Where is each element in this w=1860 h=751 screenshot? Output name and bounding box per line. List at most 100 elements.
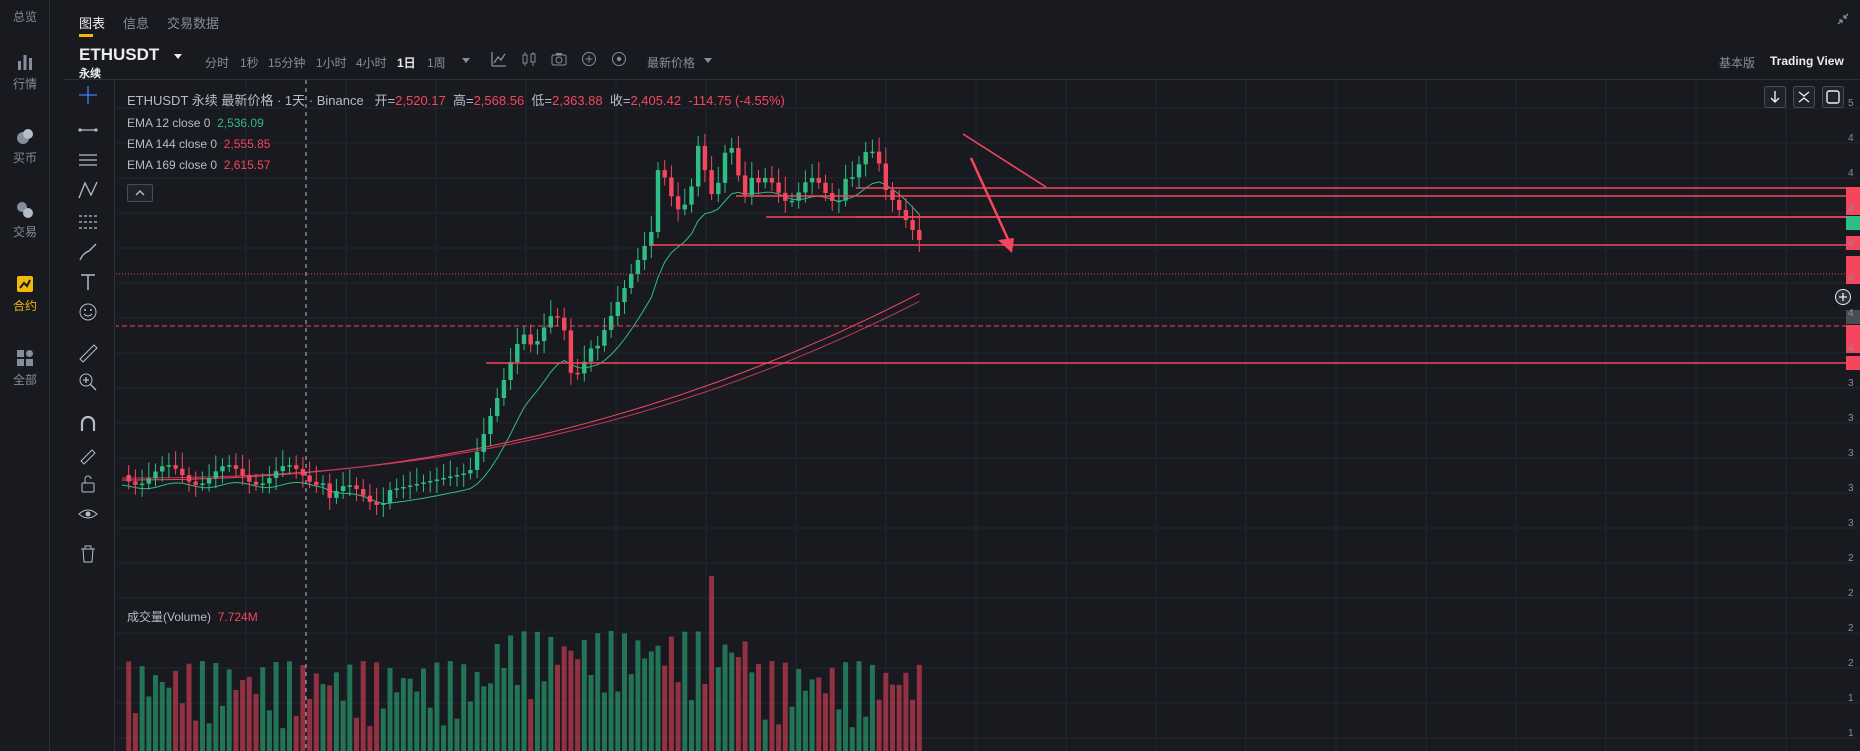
volume-bar [601, 692, 607, 751]
view-basic[interactable]: 基本版 [1719, 56, 1756, 70]
timeframe-more-icon[interactable] [461, 57, 471, 64]
volume-value: 7.724M [217, 610, 258, 624]
tf-1d[interactable]: 1日 [397, 56, 416, 70]
fullscreen-button[interactable] [1822, 86, 1844, 108]
candle-body [488, 416, 493, 434]
down-arrow-head [998, 238, 1014, 253]
nav-overview[interactable]: 总览 [0, 8, 50, 25]
collapse-chart-button[interactable] [1793, 86, 1815, 108]
candle-body [334, 491, 339, 498]
candle-body [407, 485, 413, 487]
camera-icon[interactable] [551, 51, 567, 67]
symbol-dropdown-icon[interactable] [173, 53, 183, 61]
tab-trade-data[interactable]: 交易数据 [167, 16, 220, 31]
collapse-arrows-icon[interactable] [1836, 12, 1850, 26]
unlock-icon[interactable] [77, 473, 99, 495]
volume-bar [849, 727, 855, 751]
volume-bar [474, 671, 480, 751]
horizontal-lines-icon[interactable] [77, 149, 99, 171]
candle-body [615, 302, 620, 316]
brush-icon[interactable] [77, 241, 99, 263]
legend-close-label: 收= [609, 93, 631, 108]
trend-line-icon[interactable] [77, 119, 99, 141]
candle-body [669, 177, 674, 197]
symbol-name[interactable]: ETHUSDT [79, 45, 160, 64]
candle-body [354, 485, 359, 490]
candle-type-icon[interactable] [521, 51, 537, 67]
candle-body [394, 488, 399, 490]
volume-bar [394, 692, 400, 751]
volume-bar [802, 690, 808, 751]
candle-body [863, 152, 868, 165]
legend-collapse-button[interactable] [127, 184, 153, 202]
volume-bar [287, 661, 292, 751]
price-axis-label: 2 [1848, 553, 1854, 564]
price-axis-tag [1846, 201, 1860, 215]
candle-body [448, 476, 453, 478]
price-axis-tag [1846, 339, 1860, 353]
candle-body [562, 317, 567, 331]
candle-body [401, 487, 406, 489]
trash-icon[interactable] [77, 543, 99, 565]
candle-body [461, 473, 466, 475]
price-mode-select[interactable]: 最新价格 [647, 56, 696, 70]
scroll-down-button[interactable] [1764, 86, 1786, 108]
ruler-icon[interactable] [77, 342, 99, 364]
chart-area[interactable]: ETHUSDT 永续 最新价格 · 1天 · Binance 开=2,520.1… [116, 80, 1860, 751]
tf-4h[interactable]: 4小时 [356, 56, 387, 70]
price-axis-tag [1846, 187, 1860, 201]
volume-bar [481, 686, 487, 751]
candle-body [662, 170, 667, 178]
price-axis-tag [1846, 356, 1860, 370]
indicator-icon[interactable] [491, 51, 507, 67]
candle-body [856, 164, 862, 178]
tf-1w[interactable]: 1周 [427, 56, 446, 70]
nav-futures[interactable]: 合约 [0, 274, 50, 314]
add-price-alert-icon[interactable] [1834, 288, 1852, 306]
candle-body [890, 190, 895, 200]
candle-body [608, 316, 614, 330]
nav-all[interactable]: 全部 [0, 348, 50, 388]
tf-1h[interactable]: 1小时 [316, 56, 347, 70]
text-icon[interactable] [77, 271, 99, 293]
price-mode-dropdown-icon[interactable] [703, 57, 713, 64]
volume-bar [246, 676, 252, 751]
tf-15m[interactable]: 15分钟 [268, 56, 306, 70]
candle-body [689, 186, 694, 205]
candle-body [729, 147, 734, 153]
tab-info[interactable]: 信息 [123, 16, 150, 31]
tf-time[interactable]: 分时 [205, 56, 230, 70]
volume-bar [756, 663, 761, 751]
nav-markets[interactable]: 行情 [0, 52, 50, 92]
candle-body [434, 479, 440, 481]
tf-1s[interactable]: 1秒 [240, 56, 259, 70]
price-axis-label: 1 [1848, 693, 1854, 704]
volume-bar [776, 724, 782, 751]
nav-trade[interactable]: 交易 [0, 200, 50, 240]
volume-bar [762, 719, 768, 751]
candle-body [568, 330, 574, 373]
eye-icon[interactable] [77, 503, 99, 525]
candle-body [682, 204, 687, 210]
add-circle-icon[interactable] [581, 51, 597, 67]
zoom-in-icon[interactable] [77, 371, 99, 393]
legend-ema169: EMA 169 close 0 2,615.57 [127, 158, 270, 172]
nav-buy[interactable]: 买币 [0, 126, 50, 166]
volume-bar [856, 661, 862, 751]
volume-bar [193, 720, 199, 751]
candlestick-chart[interactable] [116, 80, 1860, 751]
volume-bar [709, 575, 715, 751]
crosshair-icon[interactable] [77, 84, 99, 106]
view-tradingview[interactable]: Trading View [1770, 54, 1844, 68]
fib-icon[interactable] [77, 211, 99, 233]
volume-bar [146, 696, 152, 751]
magnet-icon[interactable] [77, 413, 99, 435]
lock-drawing-icon[interactable] [77, 443, 99, 465]
pattern-icon[interactable] [77, 179, 99, 201]
emoji-icon[interactable] [77, 301, 99, 323]
candle-body [280, 466, 285, 472]
tab-chart[interactable]: 图表 [79, 16, 106, 31]
volume-bar [253, 693, 259, 751]
settings-icon[interactable] [611, 51, 627, 67]
candle-body [247, 475, 252, 482]
